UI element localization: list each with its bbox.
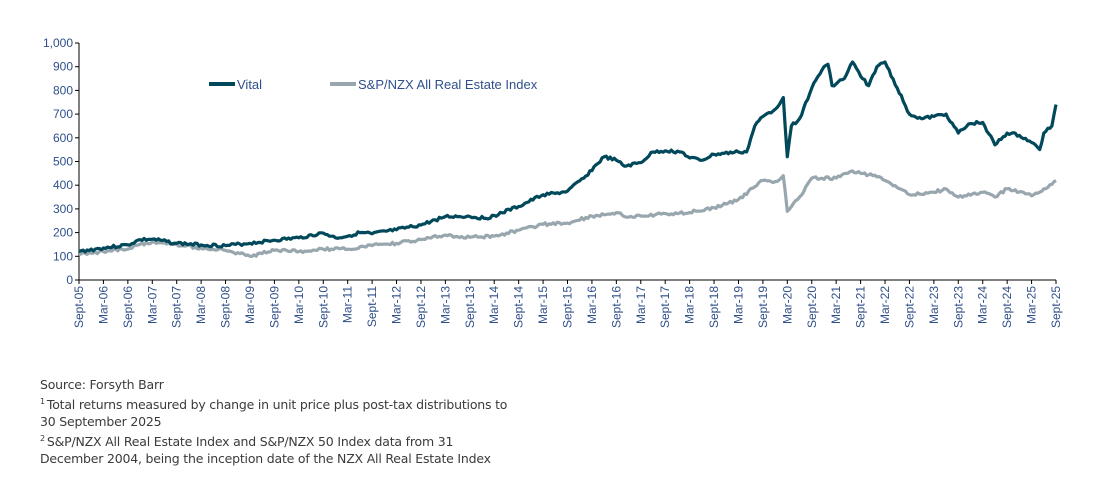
x-tick-label: Sept-24 — [1000, 286, 1014, 328]
x-tick-label: Sept-13 — [463, 286, 477, 328]
x-tick-label: Sept-23 — [951, 286, 965, 328]
x-tick-label: Sept-16 — [609, 286, 623, 328]
footnotes: Source: Forsyth Barr 1 Total returns meas… — [40, 376, 507, 467]
y-tick-label: 200 — [53, 226, 73, 240]
y-tick-label: 800 — [53, 83, 73, 97]
y-tick-label: 0 — [66, 273, 73, 287]
x-tick-label: Mar-07 — [145, 286, 159, 324]
footnote-2-continued: December 2004, being the inception date … — [40, 451, 491, 466]
series-line-vital — [78, 60, 1058, 254]
y-axis: 0 100 200 300 400 500 600 700 800 900 1,000 — [43, 36, 80, 287]
x-tick-label: Sept-10 — [316, 286, 330, 328]
legend-label-vital: Vital — [237, 77, 262, 92]
x-tick-label: Mar-18 — [683, 286, 697, 324]
y-tick-label: 900 — [53, 60, 73, 74]
footnote-2: 2 S&P/NZX All Real Estate Index and S&P/N… — [40, 430, 507, 450]
x-tick-label: Mar-13 — [438, 286, 452, 324]
x-tick-label: Sept-22 — [902, 286, 916, 328]
x-tick-label: Sept-06 — [121, 286, 135, 328]
x-tick-label: Sept-19 — [756, 286, 770, 328]
footnote-2-mark: 2 — [40, 434, 45, 443]
footnote-1-continued: 30 September 2025 — [40, 414, 162, 429]
footnote-1-mark: 1 — [40, 397, 45, 406]
x-tick-label: Sept-25 — [1049, 286, 1063, 328]
legend-label-index: S&P/NZX All Real Estate Index — [358, 77, 538, 92]
x-tick-label: Mar-12 — [390, 286, 404, 324]
x-tick-label: Sept-07 — [170, 286, 184, 328]
x-tick-label: Sept-17 — [658, 286, 672, 328]
x-tick-label: Mar-25 — [1025, 286, 1039, 324]
x-tick-label: Sept-21 — [854, 286, 868, 328]
x-tick-label: Sept-11 — [365, 286, 379, 327]
y-tick-label: 700 — [53, 107, 73, 121]
x-tick-label: Mar-20 — [780, 286, 794, 324]
series-lines — [78, 60, 1058, 258]
x-tick-label: Sept-05 — [72, 286, 86, 328]
x-axis: Sept-05 Mar-06 Sept-06 Mar-07 Sept-07 Mar-08 S… — [72, 279, 1063, 328]
x-tick-label: Mar-09 — [243, 286, 257, 324]
y-tick-label: 300 — [53, 202, 73, 216]
x-tick-label: Sept-09 — [267, 286, 281, 328]
x-tick-label: Sept-15 — [561, 286, 575, 328]
y-tick-label: 100 — [53, 249, 73, 263]
x-tick-label: Sept-18 — [707, 286, 721, 328]
footnote-1: 1 Total returns measured by change in uni… — [40, 393, 507, 413]
x-tick-label: Mar-19 — [731, 286, 745, 324]
y-tick-label: 1,000 — [43, 36, 73, 50]
x-tick-label: Sept-20 — [805, 286, 819, 328]
x-tick-label: Mar-11 — [341, 286, 355, 323]
legend: Vital S&P/NZX All Real Estate Index — [209, 77, 538, 92]
x-tick-label: Mar-15 — [536, 286, 550, 324]
line-chart: 0 100 200 300 400 500 600 700 800 900 1,000 Sept-0… — [43, 36, 1063, 328]
x-tick-label: Mar-24 — [976, 286, 990, 324]
x-tick-label: Mar-23 — [927, 286, 941, 324]
x-tick-label: Mar-16 — [585, 286, 599, 324]
x-tick-label: Mar-14 — [487, 286, 501, 324]
x-tick-label: Mar-17 — [634, 286, 648, 324]
x-tick-label: Mar-08 — [194, 286, 208, 324]
y-tick-label: 500 — [53, 155, 73, 169]
footnote-1-text: Total returns measured by change in unit… — [46, 397, 508, 412]
y-tick-label: 400 — [53, 178, 73, 192]
x-tick-label: Mar-22 — [878, 286, 892, 324]
footnote-2-text: S&P/NZX All Real Estate Index and S&P/NZ… — [46, 434, 454, 449]
x-tick-label: Sept-12 — [414, 286, 428, 328]
x-tick-label: Mar-21 — [829, 286, 843, 324]
x-tick-label: Sept-14 — [512, 286, 526, 328]
x-tick-label: Mar-06 — [96, 286, 110, 324]
x-tick-label: Mar-10 — [292, 286, 306, 324]
y-tick-label: 600 — [53, 131, 73, 145]
x-tick-label: Sept-08 — [219, 286, 233, 328]
source-note: Source: Forsyth Barr — [40, 377, 164, 392]
series-line-index — [78, 169, 1057, 258]
